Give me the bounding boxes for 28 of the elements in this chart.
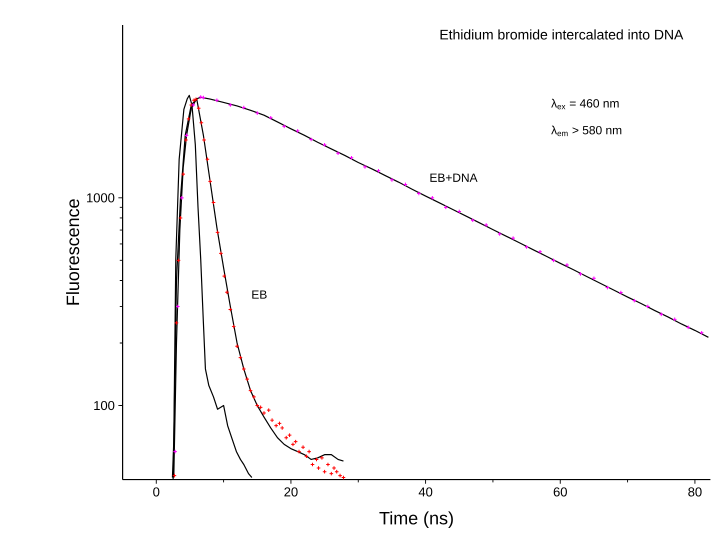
point bbox=[184, 138, 188, 142]
chart-title: Ethidium bromide intercalated into DNA bbox=[440, 30, 684, 40]
x-tick-label: 40 bbox=[418, 488, 432, 497]
point bbox=[202, 138, 206, 142]
point bbox=[176, 258, 181, 263]
annotation: EB+DNA bbox=[430, 174, 478, 182]
point bbox=[551, 258, 556, 263]
x-tick-label: 60 bbox=[554, 488, 567, 497]
annotation: λ$_{em}$ > 580 nm bbox=[551, 126, 622, 136]
annotation: EB bbox=[252, 290, 267, 299]
point bbox=[578, 272, 583, 276]
x-tick-label: 0 bbox=[153, 488, 160, 497]
point bbox=[178, 216, 183, 220]
y-axis-title: Fluorescence bbox=[66, 200, 80, 305]
point bbox=[211, 200, 216, 205]
x-tick-label: 80 bbox=[688, 488, 702, 497]
y-tick-label: 100 bbox=[94, 401, 114, 410]
point bbox=[314, 457, 319, 462]
point bbox=[376, 168, 381, 174]
annotation: λ$_{ex}$ = 460 nm bbox=[551, 99, 619, 110]
x-tick-label: 20 bbox=[284, 488, 298, 497]
y-tick-label: 1000 bbox=[87, 193, 114, 203]
point bbox=[497, 232, 502, 236]
point bbox=[224, 290, 230, 295]
point bbox=[403, 182, 408, 187]
point bbox=[362, 164, 368, 170]
point bbox=[174, 320, 179, 326]
x-axis-title: Time (ns) bbox=[379, 512, 453, 528]
